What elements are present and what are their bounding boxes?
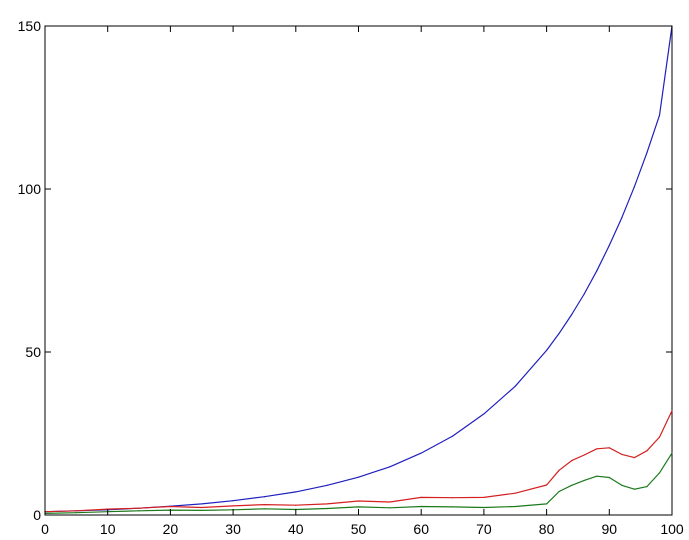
data-point [295, 504, 297, 506]
data-point [514, 492, 516, 494]
data-point [658, 114, 661, 116]
data-point [558, 469, 560, 471]
data-point [483, 413, 485, 415]
data-point [232, 500, 234, 502]
x-tick-label: 80 [539, 521, 555, 537]
data-point [514, 385, 516, 387]
data-point [451, 435, 454, 437]
data-point [483, 506, 485, 509]
data-point [558, 490, 560, 493]
plot-area [44, 25, 673, 516]
x-tick-label: 40 [288, 521, 304, 537]
data-point [646, 450, 648, 452]
y-tick-label: 150 [18, 18, 42, 34]
data-point [571, 313, 573, 316]
data-point [633, 457, 635, 459]
data-point [546, 484, 548, 486]
data-point [389, 507, 391, 509]
series-layer [44, 25, 673, 514]
x-tick-label: 60 [413, 521, 429, 537]
series-1 [44, 25, 673, 513]
data-point [451, 506, 454, 508]
data-point [263, 496, 266, 498]
x-axis: 0 10 20 30 40 50 60 70 80 90 100 [41, 26, 684, 537]
x-tick-label: 20 [163, 521, 179, 537]
x-tick-label: 50 [351, 521, 367, 537]
x-tick-label: 0 [41, 521, 49, 537]
data-point [596, 448, 598, 450]
data-point [621, 217, 623, 219]
data-point [546, 503, 548, 505]
data-point [357, 500, 360, 502]
data-point [633, 488, 635, 490]
data-point [483, 496, 485, 498]
data-point [633, 186, 635, 188]
y-tick-label: 100 [18, 181, 42, 197]
data-point [75, 510, 77, 512]
data-point [608, 476, 610, 479]
data-point [75, 512, 77, 514]
data-point [326, 484, 328, 486]
data-point [583, 293, 585, 295]
data-point [646, 152, 648, 154]
data-point [201, 509, 203, 512]
data-point [451, 497, 454, 499]
data-point [608, 244, 610, 246]
data-point [138, 507, 140, 509]
data-point [389, 466, 391, 468]
series-line [44, 410, 673, 513]
data-point [658, 436, 661, 438]
data-point [583, 479, 585, 482]
data-point [558, 332, 560, 335]
data-point [295, 491, 297, 493]
data-point [621, 484, 623, 486]
data-point [596, 475, 598, 477]
data-point [326, 503, 328, 505]
y-tick-label: 0 [33, 507, 41, 523]
data-point [596, 270, 598, 272]
data-point [608, 447, 610, 449]
x-tick-label: 30 [225, 521, 241, 537]
data-point [138, 510, 140, 512]
x-tick-label: 90 [602, 521, 618, 537]
data-point [420, 452, 422, 454]
data-point [671, 452, 673, 454]
data-point [389, 501, 391, 503]
x-tick-label: 70 [476, 521, 492, 537]
data-point [420, 496, 422, 498]
data-point [357, 506, 360, 508]
data-point [232, 505, 234, 507]
y-axis: 0 50 100 150 [18, 18, 672, 523]
series-3 [44, 452, 673, 514]
x-tick-label: 100 [660, 521, 684, 537]
series-2 [44, 410, 673, 513]
data-point [514, 505, 516, 508]
data-point [201, 506, 203, 509]
data-point [583, 454, 585, 456]
data-point [571, 484, 573, 486]
data-point [546, 349, 548, 351]
data-point [420, 505, 422, 508]
data-point [671, 410, 673, 412]
data-point [357, 476, 360, 478]
y-tick-label: 50 [25, 344, 41, 360]
data-point [326, 507, 328, 510]
data-point [658, 472, 661, 474]
series-line [44, 452, 673, 514]
data-point [571, 459, 573, 462]
series-line [44, 25, 673, 513]
data-point [169, 505, 171, 508]
data-point [263, 503, 266, 506]
data-point [263, 508, 266, 510]
x-tick-label: 10 [100, 521, 116, 537]
data-point [201, 503, 203, 505]
data-point [646, 486, 648, 488]
data-point [621, 453, 623, 455]
